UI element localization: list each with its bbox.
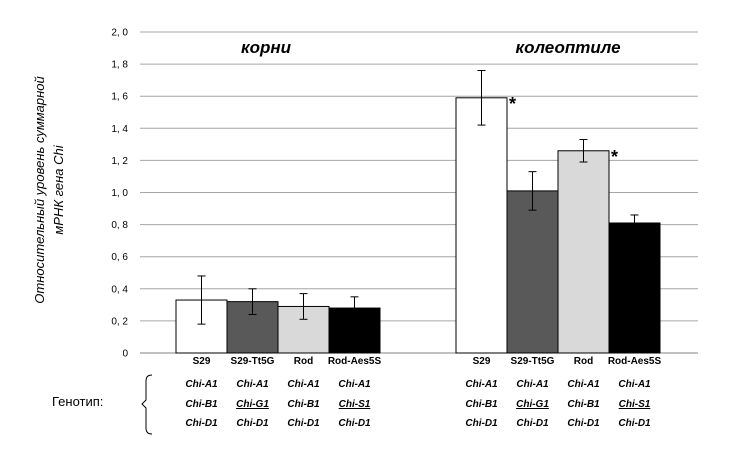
bars	[175, 70, 661, 354]
allele-label: Chi-D1	[618, 418, 651, 429]
significance-mark: *	[611, 147, 618, 167]
allele-label: Chi-G1	[236, 399, 269, 410]
allele-label: Chi-B1	[287, 399, 320, 410]
allele-label: Chi-G1	[516, 399, 549, 410]
y-tick-label: 1, 4	[111, 124, 128, 135]
y-axis-label: мРНК гена Chi	[51, 144, 66, 234]
group-title: корни	[241, 38, 292, 57]
allele-label: Chi-D1	[516, 418, 549, 429]
allele-label: Chi-A1	[465, 379, 498, 390]
genotype-brace	[141, 374, 153, 435]
category-label: S29-Tt5G	[511, 356, 555, 367]
group-title: колеоптиле	[515, 38, 620, 57]
genotype-label: Генотип:	[52, 394, 103, 409]
bar	[506, 190, 559, 354]
allele-label: Chi-D1	[338, 418, 371, 429]
allele-label: Chi-A1	[185, 379, 218, 390]
category-label: Rod-Aes5S	[608, 356, 662, 367]
allele-label: Chi-D1	[185, 418, 218, 429]
bar	[455, 97, 508, 354]
allele-label: Chi-A1	[516, 379, 549, 390]
allele-label: Chi-S1	[619, 399, 651, 410]
bar	[328, 307, 381, 354]
allele-label: Chi-D1	[465, 418, 498, 429]
y-axis: 0 0, 2 0, 4 0, 6 0, 8 1, 0 1, 2 1, 4 1, 6 1, 8 2, …	[32, 28, 128, 360]
allele-label: Chi-A1	[567, 379, 600, 390]
bar	[557, 150, 610, 354]
category-label: Rod	[574, 356, 593, 367]
y-tick-label: 0, 2	[111, 316, 128, 327]
labels: S29 S29-Tt5G Rod Rod-Aes5S корни * S29 S29-Tt5G…	[193, 38, 662, 367]
y-axis-label: Относительный уровень суммарной	[32, 76, 47, 303]
y-tick-label: 1, 8	[111, 60, 128, 71]
category-label: S29-Tt5G	[231, 356, 275, 367]
category-label: S29	[193, 356, 211, 367]
genotype-table: Генотип: Chi-A1 Chi-B1 Chi-D1 Chi-A1 Chi-G1 Ch…	[52, 374, 651, 435]
significance-mark: *	[509, 94, 516, 114]
allele-label: Chi-A1	[618, 379, 651, 390]
allele-label: Chi-B1	[567, 399, 600, 410]
y-tick-label: 0	[122, 349, 128, 360]
allele-label: Chi-D1	[567, 418, 600, 429]
allele-label: Chi-D1	[236, 418, 269, 429]
allele-label: Chi-A1	[236, 379, 269, 390]
y-tick-label: 2, 0	[111, 28, 128, 39]
bar	[608, 222, 661, 354]
y-tick-label: 0, 8	[111, 220, 128, 231]
category-label: Rod-Aes5S	[328, 356, 382, 367]
allele-label: Chi-A1	[287, 379, 320, 390]
allele-label: Chi-S1	[339, 399, 371, 410]
y-tick-label: 1, 0	[111, 188, 128, 199]
category-label: S29	[473, 356, 491, 367]
allele-label: Chi-B1	[185, 399, 218, 410]
y-tick-label: 0, 6	[111, 252, 128, 263]
y-tick-label: 1, 2	[111, 156, 128, 167]
allele-label: Chi-D1	[287, 418, 320, 429]
y-tick-label: 1, 6	[111, 92, 128, 103]
y-tick-label: 0, 4	[111, 284, 128, 295]
category-label: Rod	[294, 356, 313, 367]
allele-label: Chi-B1	[465, 399, 498, 410]
allele-label: Chi-A1	[338, 379, 371, 390]
